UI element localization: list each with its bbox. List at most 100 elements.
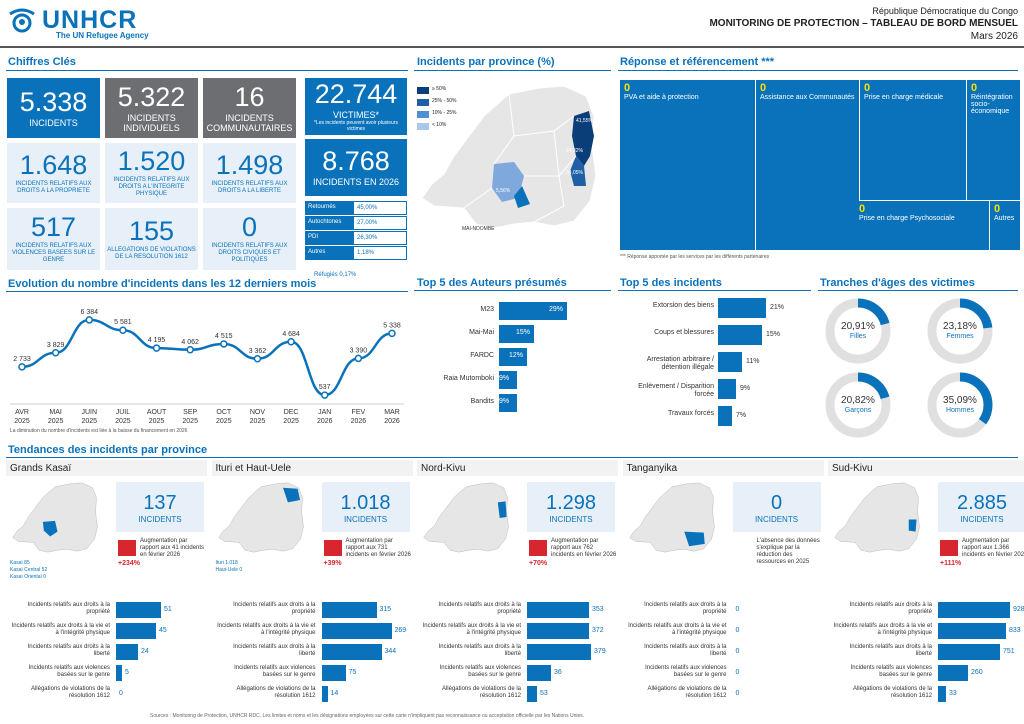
trend-point xyxy=(253,355,262,363)
province-bar-value: 53 xyxy=(540,690,548,697)
top-incident-bar xyxy=(718,406,732,426)
legend-swatch-2 xyxy=(417,99,429,106)
province-bar-value: 315 xyxy=(379,606,392,613)
province-name: Ituri et Haut-Uele xyxy=(215,463,292,474)
trend-tick-label: MAR xyxy=(384,409,400,416)
logo-subtitle: The UN Refugee Agency xyxy=(56,31,149,40)
province-bar-label: Incidents relatifs aux droits à la propr… xyxy=(27,602,110,615)
age-donut xyxy=(825,372,891,438)
population-row: Autochtones 27,00% xyxy=(305,216,407,230)
kpi-integrite: 1.520 INCIDENTS RELATIFS AUX DROITS A L'I… xyxy=(105,143,198,203)
population-row: Autres 1,18% xyxy=(305,246,407,260)
trend-data-label: 537 xyxy=(319,384,331,391)
province-kpi: 2.885 INCIDENTS xyxy=(938,482,1024,532)
unhcr-logo xyxy=(6,6,38,38)
auteur-bar xyxy=(499,348,527,366)
trend-chart-icon xyxy=(118,540,136,556)
mini-map-highlight xyxy=(497,501,507,518)
trend-point xyxy=(152,344,161,352)
kpi-liberte: 1.498 INCIDENTS RELATIFS AUX DROITS A LA … xyxy=(203,143,296,203)
response-tile-6: 0 Autres xyxy=(990,201,1020,250)
mini-map-highlight xyxy=(42,520,58,537)
response-note: *** Réponse apportée par les services pa… xyxy=(620,254,770,260)
province-bar-label: Incidents relatifs aux violences basées … xyxy=(850,665,932,678)
age-donut xyxy=(825,298,891,364)
province-bar-label: Incidents relatifs aux droits à la propr… xyxy=(233,602,316,615)
province-bar xyxy=(116,665,122,681)
population-breakdown: Retournés 45,00% Autochtones 27,00% PDI 26,30… xyxy=(305,201,407,261)
province-legend-item: Ituri 1.018 xyxy=(215,560,238,566)
province-bar-value: 260 xyxy=(971,669,983,676)
refugees-share: Réfugiés 0,17% xyxy=(314,272,357,278)
top-incident-value: 11% xyxy=(746,358,760,365)
province-bar-label: Allégations de violations de la résoluti… xyxy=(30,686,110,699)
auteur-value: 9% xyxy=(499,375,510,382)
auteur-bar xyxy=(499,302,567,320)
trend-data-label: 4 195 xyxy=(148,337,166,344)
map-label-1: 41,55% xyxy=(576,118,593,124)
province-bar xyxy=(527,623,589,639)
province-bar xyxy=(321,602,377,618)
province-bar-value: 928 xyxy=(1013,606,1024,613)
ages-title: Tranches d'âges des victimes xyxy=(820,277,975,289)
unhcr-emblem-icon xyxy=(9,8,35,33)
trend-tick-label: JUIN xyxy=(81,409,97,416)
trend-data-label: 3 362 xyxy=(249,348,267,355)
page-title: MONITORING DE PROTECTION – TABLEAU DE BO… xyxy=(709,18,1018,29)
top-incident-bar xyxy=(718,379,736,399)
age-donut-arc xyxy=(927,298,993,364)
trend-tick-label: SEP xyxy=(183,409,197,416)
province-bar xyxy=(938,665,968,681)
province-bar xyxy=(321,665,346,681)
trend-data-label: 3 829 xyxy=(47,342,65,349)
kpi-incidents: 5.338 INCIDENTS xyxy=(7,78,100,138)
auteur-bar xyxy=(499,394,517,412)
province-bar xyxy=(938,602,1010,618)
province-bar-label: Incidents relatifs aux droits à la propr… xyxy=(849,602,932,615)
auteur-label: M23 xyxy=(480,306,494,313)
province-bar-value: 379 xyxy=(594,648,606,655)
province-kpi-value: 0 xyxy=(770,491,783,514)
key-figures-title: Chiffres Clés xyxy=(8,56,76,68)
trend-tick-year: 2026 xyxy=(317,418,333,425)
mini-map-highlight xyxy=(683,531,705,547)
ages-rule xyxy=(818,290,1018,291)
trend-point xyxy=(287,338,295,346)
trend-tick-year: 2025 xyxy=(250,418,266,425)
province-mini-map xyxy=(423,482,509,553)
trend-data-label: 6 384 xyxy=(81,309,99,316)
key-figures-rule xyxy=(6,70,408,71)
province-legend-item: Haut-Uele 0 xyxy=(215,567,243,573)
logo-text: UNHCR xyxy=(42,6,138,34)
province-bar-label: Incidents relatifs aux droits à la liber… xyxy=(644,644,727,657)
age-donut-arc xyxy=(825,372,891,438)
province-kpi: 1.298 INCIDENTS xyxy=(527,482,615,532)
age-donut-label: Hommes xyxy=(945,407,974,414)
province-bar-value: 0 xyxy=(119,690,123,697)
trend-data-label: 4 684 xyxy=(282,331,300,338)
province-trend-text: Augmentation par rapport aux 731 inciden… xyxy=(345,538,411,558)
map-label-4: 5,56% xyxy=(496,188,511,194)
top-incident-bar xyxy=(718,325,762,345)
province-kpi-value: 2.885 xyxy=(956,491,1008,514)
province-header xyxy=(417,460,618,476)
response-tile-1: 0 PVA et aide à protection xyxy=(620,80,755,250)
auteur-label: Mai-Mai xyxy=(469,329,494,336)
legend-label-3: 10% - 25% xyxy=(432,110,457,116)
province-bar-label: Allégations de violations de la résoluti… xyxy=(441,686,521,699)
trend-tick-label: FEV xyxy=(352,409,366,416)
province-name: Tanganyika xyxy=(626,463,678,474)
province-header xyxy=(6,460,207,476)
population-row-value: 26,30% xyxy=(353,231,407,245)
kpi-incidents-2026: 8.768 INCIDENTS EN 2026 xyxy=(305,139,407,196)
province-mini-map xyxy=(834,482,920,553)
age-donut-label: Garçons xyxy=(844,407,872,414)
province-kpi-value: 1.018 xyxy=(340,491,391,514)
age-donut-label: Filles xyxy=(849,333,867,340)
kpi-communautaires: 16 INCIDENTS COMMUNAUTAIRES xyxy=(203,78,296,138)
age-donut-arc xyxy=(927,372,993,438)
province-bar-label: Incidents relatifs aux droits à la liber… xyxy=(438,644,521,657)
map-label-2: 24,32% xyxy=(566,148,583,154)
province-bar-value: 0 xyxy=(735,690,740,697)
province-trend-text: Augmentation par rapport aux 1.366 incid… xyxy=(962,538,1024,558)
